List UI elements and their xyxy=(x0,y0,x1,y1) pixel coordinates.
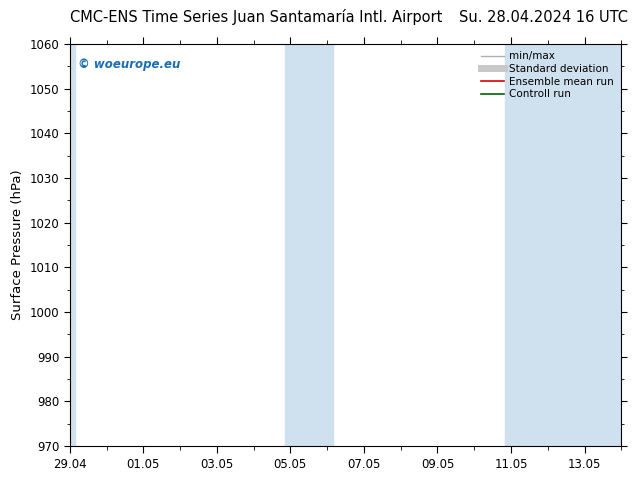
Bar xyxy=(285,44,333,446)
Text: CMC-ENS Time Series Juan Santamaría Intl. Airport: CMC-ENS Time Series Juan Santamaría Intl… xyxy=(70,9,442,25)
Legend: min/max, Standard deviation, Ensemble mean run, Controll run: min/max, Standard deviation, Ensemble me… xyxy=(479,49,616,101)
Text: © woeurope.eu: © woeurope.eu xyxy=(78,58,181,71)
Bar xyxy=(505,44,621,446)
Y-axis label: Surface Pressure (hPa): Surface Pressure (hPa) xyxy=(11,170,24,320)
Text: Su. 28.04.2024 16 UTC: Su. 28.04.2024 16 UTC xyxy=(458,10,628,24)
Bar xyxy=(70,44,75,446)
